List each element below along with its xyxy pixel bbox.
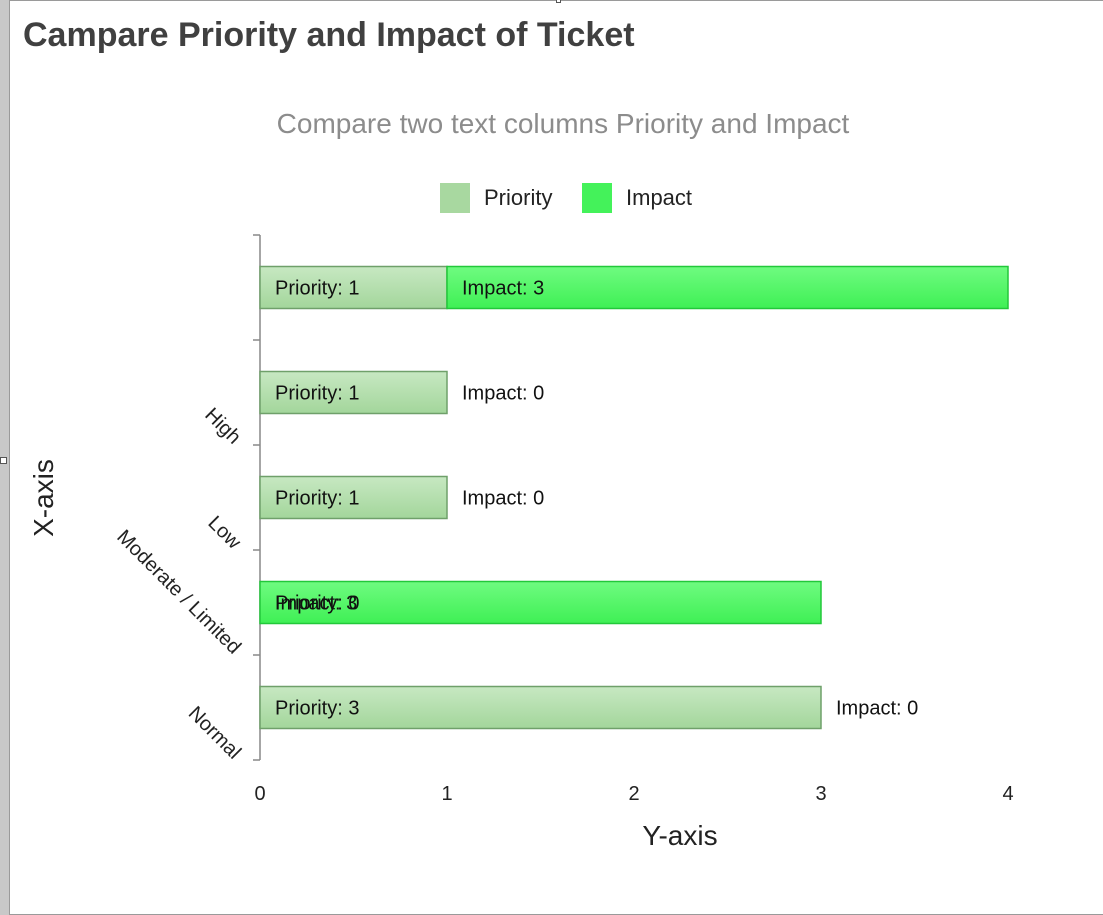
bar-priority-low[interactable] — [259, 475, 448, 520]
bars — [259, 265, 1009, 730]
page-title: Campare Priority and Impact of Ticket — [23, 16, 635, 54]
data-label-impact-normal: Impact: 0 — [836, 698, 918, 720]
category-label-high: High — [200, 404, 245, 449]
value-tick-label: 0 — [254, 783, 265, 805]
data-label-impact-high: Impact: 0 — [462, 383, 544, 405]
data-label-priority-blank: Priority: 1 — [275, 278, 359, 300]
value-axis-title: Y-axis — [642, 820, 717, 851]
bar-priority-normal[interactable] — [259, 685, 822, 730]
bar-impact-moderate-limited[interactable] — [259, 580, 822, 625]
data-label-priority-low: Priority: 1 — [275, 488, 359, 510]
bar-impact-blank[interactable] — [446, 265, 1009, 310]
value-tick-label: 3 — [815, 783, 826, 805]
data-label-impact-moderate-limited: Impact: 3 — [275, 593, 357, 615]
legend-swatch-impact — [582, 183, 612, 213]
data-label-priority-normal: Priority: 3 — [275, 698, 359, 720]
value-tick-label: 4 — [1002, 783, 1013, 805]
bar-data-labels: Priority: 1 Impact: 3 Priority: 1 Impact: 0… — [275, 278, 918, 720]
legend-label-impact: Impact — [626, 185, 692, 210]
value-axis-ticks: 0 1 2 3 4 — [254, 783, 1013, 805]
data-label-priority-moderate-limited: Priority: 0 — [275, 593, 359, 615]
resize-handle-left[interactable] — [0, 457, 7, 464]
chart-subtitle: Compare two text columns Priority and Im… — [277, 108, 850, 139]
data-label-impact-low: Impact: 0 — [462, 488, 544, 510]
value-tick-label: 1 — [441, 783, 452, 805]
legend-swatch-priority — [440, 183, 470, 213]
bar-priority-high[interactable] — [259, 370, 448, 415]
bar-priority-blank[interactable] — [259, 265, 448, 310]
data-label-priority-high: Priority: 1 — [275, 383, 359, 405]
category-label-low: Low — [204, 512, 246, 554]
legend-item-impact[interactable]: Impact — [582, 183, 692, 213]
resize-handle-top[interactable] — [556, 0, 561, 3]
category-label-normal: Normal — [184, 702, 245, 763]
value-tick-label: 2 — [628, 783, 639, 805]
chart-legend: Priority Impact — [440, 183, 692, 213]
legend-label-priority: Priority — [484, 185, 552, 210]
category-axis-ticks — [253, 234, 260, 761]
data-label-impact-blank: Impact: 3 — [462, 278, 544, 300]
category-axis-title: X-axis — [28, 459, 59, 537]
legend-item-priority[interactable]: Priority — [440, 183, 552, 213]
